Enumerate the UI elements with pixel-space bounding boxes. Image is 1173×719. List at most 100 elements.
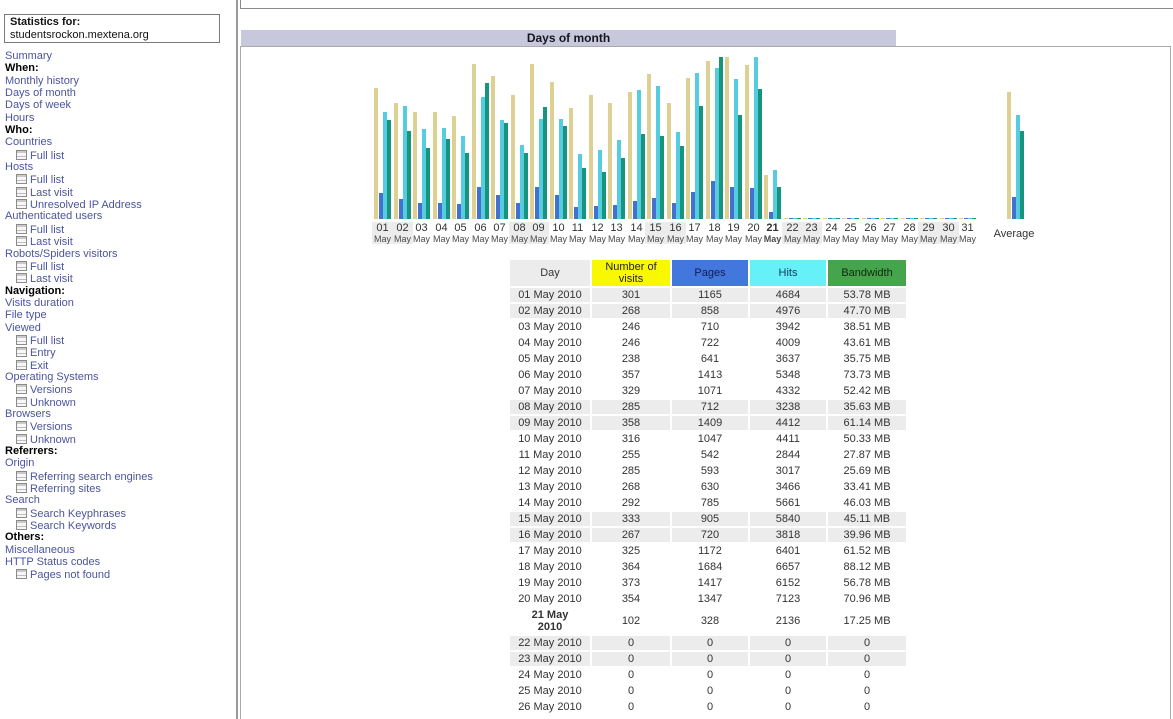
sidebar-item-visits-duration[interactable]: Visits duration xyxy=(5,297,153,309)
sidebar-item-entry[interactable]: Entry xyxy=(5,346,153,359)
sidebar-item-countries[interactable]: Countries xyxy=(5,136,153,148)
bar-visits xyxy=(491,76,495,219)
sidebar-item-referring-search-engines[interactable]: Referring search engines xyxy=(5,470,153,483)
bar-hits xyxy=(637,90,641,219)
bar-group xyxy=(491,76,508,219)
cell-pages: 720 xyxy=(672,528,748,542)
sidebar-item-versions[interactable]: Versions xyxy=(5,420,153,433)
sidebar-item-unknown[interactable]: Unknown xyxy=(5,396,153,409)
bar-hits xyxy=(539,119,543,219)
cell-day: 14 May 2010 xyxy=(518,497,582,509)
sidebar-item-last-visit[interactable]: Last visit xyxy=(5,235,153,248)
sidebar-item-label: Referring search engines xyxy=(30,470,153,483)
table-row: 26 May 2010 0 0 0 0 xyxy=(510,700,906,714)
sidebar-item-monthly-history[interactable]: Monthly history xyxy=(5,75,153,87)
sidebar-item-full-list[interactable]: Full list xyxy=(5,149,153,162)
bar-group xyxy=(686,73,703,219)
bar-visits xyxy=(745,65,749,219)
bar-group xyxy=(413,112,430,219)
sidebar-item-versions[interactable]: Versions xyxy=(5,383,153,396)
bar-pages xyxy=(730,187,734,219)
report-panel: 01 May 02 May 03 May 04 May 05 May 06 May 07 May 08 May… xyxy=(240,46,1171,719)
bar-hits xyxy=(773,170,777,219)
sidebar-item-label: Unknown xyxy=(30,433,76,446)
table-row: 09 May 2010 358 1409 4412 61.14 MB xyxy=(510,416,906,430)
bar-bandwidth xyxy=(797,218,801,219)
sidebar-item-days-of-month[interactable]: Days of month xyxy=(5,87,153,99)
chart-day-labels: 01 May 02 May 03 May 04 May 05 May 06 May 07 May 08 May… xyxy=(372,222,1114,248)
detail-list-icon xyxy=(16,334,27,345)
bar-group xyxy=(803,218,820,219)
bar-bandwidth xyxy=(1020,131,1024,219)
day-label: 21 May xyxy=(763,222,782,244)
cell-pages: 0 xyxy=(706,669,714,681)
table-row: 24 May 2010 0 0 0 0 xyxy=(510,668,906,682)
sidebar-item-full-list[interactable]: Full list xyxy=(5,223,153,236)
sidebar-item-unresolved-ip-address[interactable]: Unresolved IP Address xyxy=(5,198,153,212)
sidebar-item-full-list[interactable]: Full list xyxy=(5,334,153,347)
sidebar-item-origin[interactable]: Origin xyxy=(5,457,153,469)
cell-hits: 4009 xyxy=(775,337,801,349)
sidebar-item-operating-systems[interactable]: Operating Systems xyxy=(5,371,153,383)
bar-pages xyxy=(886,218,890,219)
sidebar-item-search-keywords[interactable]: Search Keywords xyxy=(5,519,153,532)
sidebar-item-label: Unresolved IP Address xyxy=(30,199,142,212)
sidebar-item-navigation: Navigation: xyxy=(5,285,153,297)
bar-hits xyxy=(910,218,914,219)
cell-pages: 1409 xyxy=(672,416,748,430)
sidebar-item-hosts[interactable]: Hosts xyxy=(5,161,153,173)
bar-pages xyxy=(925,218,929,219)
sidebar-item-exit[interactable]: Exit xyxy=(5,359,153,372)
sidebar-item-last-visit[interactable]: Last visit xyxy=(5,272,153,285)
sidebar-item-pages-not-found[interactable]: Pages not found xyxy=(5,568,153,581)
sidebar-item-robots-spiders-visitors[interactable]: Robots/Spiders visitors xyxy=(5,248,153,260)
bar-group xyxy=(920,218,937,219)
bar-pages xyxy=(594,206,598,219)
sidebar-item-unknown[interactable]: Unknown xyxy=(5,433,153,446)
bar-pages xyxy=(1012,197,1016,219)
sidebar-item-full-list[interactable]: Full list xyxy=(5,173,153,187)
bar-bandwidth xyxy=(602,172,606,219)
bar-visits xyxy=(842,218,846,219)
sidebar-item-search-keyphrases[interactable]: Search Keyphrases xyxy=(5,507,153,520)
sidebar-item-referring-sites[interactable]: Referring sites xyxy=(5,482,153,495)
bar-visits xyxy=(959,218,963,219)
detail-list-icon xyxy=(16,347,27,358)
bar-group xyxy=(745,57,762,219)
bar-hits xyxy=(559,119,563,219)
sidebar-item-browsers[interactable]: Browsers xyxy=(5,408,153,420)
day-label: 02 May xyxy=(392,222,413,244)
sidebar-item-label: Days of week xyxy=(5,99,72,112)
sidebar-item-last-visit[interactable]: Last visit xyxy=(5,186,153,199)
sidebar-item-authenticated-users[interactable]: Authenticated users xyxy=(5,210,153,222)
cell-pages: 858 xyxy=(672,304,748,318)
sidebar-item-summary[interactable]: Summary xyxy=(5,50,153,62)
cell-visits: 358 xyxy=(592,416,670,430)
sidebar-item-viewed[interactable]: Viewed xyxy=(5,322,153,334)
detail-list-icon xyxy=(16,174,27,185)
sidebar-item-http-status-codes[interactable]: HTTP Status codes xyxy=(5,556,153,568)
sidebar-item-label: Miscellaneous xyxy=(5,543,75,556)
bar-bandwidth xyxy=(972,218,976,219)
bar-visits xyxy=(667,103,671,219)
sidebar-item-days-of-week[interactable]: Days of week xyxy=(5,99,153,111)
cell-day: 01 May 2010 xyxy=(510,288,590,302)
cell-bandwidth: 61.52 MB xyxy=(843,545,891,557)
bar-pages xyxy=(418,203,422,219)
cell-pages: 1684 xyxy=(697,561,723,573)
cell-pages: 905 xyxy=(672,512,748,526)
bar-bandwidth xyxy=(953,218,957,219)
cell-day: 22 May 2010 xyxy=(510,636,590,650)
cell-visits: 364 xyxy=(621,561,641,573)
sidebar-item-hours[interactable]: Hours xyxy=(5,112,153,124)
cell-hits: 0 xyxy=(750,636,826,650)
sidebar-item-label: Full list xyxy=(30,174,65,187)
sidebar-item-file-type[interactable]: File type xyxy=(5,309,153,321)
bar-bandwidth xyxy=(426,148,430,219)
sidebar-item-full-list[interactable]: Full list xyxy=(5,260,153,273)
sidebar-item-search[interactable]: Search xyxy=(5,494,153,506)
detail-list-icon xyxy=(16,236,27,247)
cell-bandwidth: 35.63 MB xyxy=(828,400,906,414)
sidebar-item-miscellaneous[interactable]: Miscellaneous xyxy=(5,544,153,556)
bar-pages xyxy=(438,203,442,219)
